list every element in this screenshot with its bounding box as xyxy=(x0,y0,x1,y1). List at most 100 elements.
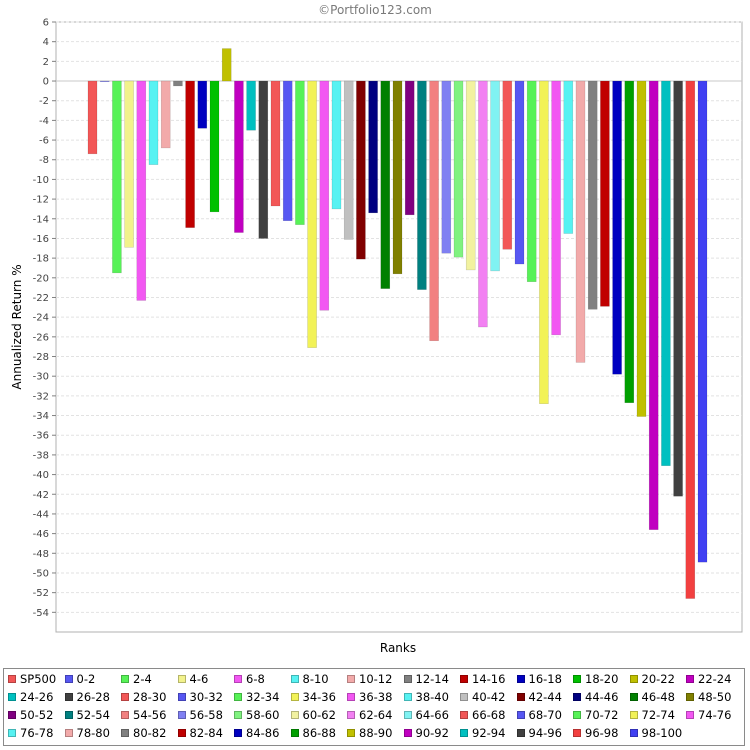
y-tick-label: -6 xyxy=(39,136,49,147)
legend-item: 42-44 xyxy=(516,688,562,706)
y-tick-label: -42 xyxy=(33,490,49,501)
bar-36-38 xyxy=(319,80,330,311)
legend-label: 54-56 xyxy=(133,708,167,722)
legend-label: 82-84 xyxy=(189,726,223,740)
legend-swatch xyxy=(686,711,694,719)
bar-42-44 xyxy=(356,80,366,260)
legend-label: 14-16 xyxy=(472,672,506,686)
legend-label: 24-26 xyxy=(20,690,54,704)
legend-item: 6-8 xyxy=(234,670,265,688)
bar-94-96 xyxy=(673,80,683,497)
y-tick-label: -2 xyxy=(39,96,49,107)
legend-item: 98-100 xyxy=(629,724,682,742)
legend-item: 32-34 xyxy=(234,688,279,706)
bar-62-64 xyxy=(478,80,488,328)
bar-34-36 xyxy=(307,80,317,348)
legend-swatch xyxy=(347,729,355,737)
bar-44-46 xyxy=(368,80,378,214)
legend-label: 10-12 xyxy=(359,672,393,686)
legend-label: 70-72 xyxy=(585,708,619,722)
legend-item: 82-84 xyxy=(177,724,223,742)
legend-swatch xyxy=(234,711,242,719)
legend-swatch xyxy=(460,693,468,701)
legend-swatch xyxy=(290,675,299,683)
legend-label: 68-70 xyxy=(528,708,562,722)
legend-swatch xyxy=(403,711,412,719)
bar-38-40 xyxy=(331,80,342,210)
legend-swatch xyxy=(460,711,468,719)
bar-86-88 xyxy=(624,80,635,404)
y-tick-label: 2 xyxy=(43,57,49,68)
legend-item: 64-66 xyxy=(403,706,449,724)
legend-swatch xyxy=(177,711,186,719)
y-axis: 6 4 2 0 -2 -4 -6 -8 -10 -12 -14 -16 -18 -20 -22 -24 -26 -… xyxy=(33,18,56,619)
legend-swatch xyxy=(177,729,186,737)
y-axis-label: Annualized Return % xyxy=(10,264,24,389)
legend-item: 14-16 xyxy=(460,670,505,688)
bar-12-14 xyxy=(173,80,183,87)
bar-72-74 xyxy=(539,80,549,404)
bar-76-78 xyxy=(563,80,574,234)
bar-20-22 xyxy=(221,48,232,82)
bar-92-94 xyxy=(661,80,671,466)
legend-label: 4-6 xyxy=(189,672,209,686)
bar-84-86 xyxy=(612,80,622,375)
legend-item: 16-18 xyxy=(516,670,562,688)
legend-item: 60-62 xyxy=(290,706,336,724)
bar-90-92 xyxy=(648,80,659,530)
legend-item: 36-38 xyxy=(347,688,392,706)
y-tick-label: -16 xyxy=(33,234,49,245)
legend-label: 46-48 xyxy=(641,690,675,704)
bar-60-62 xyxy=(465,80,476,271)
legend-label: 22-24 xyxy=(698,672,732,686)
y-tick-label: -24 xyxy=(33,313,49,324)
legend-item: 62-64 xyxy=(347,706,392,724)
bar-8-10 xyxy=(148,80,159,165)
legend-label: 12-14 xyxy=(415,672,449,686)
legend-swatch xyxy=(573,693,581,701)
legend-swatch xyxy=(629,675,638,683)
y-tick-label: -10 xyxy=(33,175,49,186)
legend-item: 74-76 xyxy=(686,706,731,724)
legend-swatch xyxy=(8,675,16,683)
legend-item: 40-42 xyxy=(460,688,505,706)
legend-item: 92-94 xyxy=(460,724,505,742)
legend-label: 18-20 xyxy=(585,672,619,686)
bar-82-84 xyxy=(600,80,610,307)
y-tick-label: 0 xyxy=(43,77,49,88)
legend-item: 24-26 xyxy=(8,688,53,706)
legend-item: 88-90 xyxy=(347,724,392,742)
legend-swatch xyxy=(516,729,525,737)
legend-swatch xyxy=(64,693,73,701)
legend-item: 20-22 xyxy=(629,670,675,688)
legend-item: 84-86 xyxy=(234,724,279,742)
legend-label: 26-28 xyxy=(76,690,110,704)
legend-item: 12-14 xyxy=(403,670,449,688)
legend-item: 52-54 xyxy=(64,706,110,724)
legend-swatch xyxy=(347,711,355,719)
legend-label: 78-80 xyxy=(76,726,110,740)
legend-item: 34-36 xyxy=(290,688,336,706)
legend-swatch xyxy=(290,693,299,701)
legend-label: 0-2 xyxy=(76,672,96,686)
legend-label: 74-76 xyxy=(698,708,732,722)
legend-label: 38-40 xyxy=(415,690,449,704)
legend-item: 48-50 xyxy=(686,688,731,706)
legend-swatch xyxy=(64,729,73,737)
legend-item: 80-82 xyxy=(121,724,166,742)
legend-item: 18-20 xyxy=(573,670,618,688)
legend-swatch xyxy=(121,711,129,719)
bar-2-4 xyxy=(112,80,122,274)
legend-label: 90-92 xyxy=(415,726,449,740)
bar-sp500 xyxy=(87,80,98,155)
legend-label: 60-62 xyxy=(302,708,336,722)
bar-26-28 xyxy=(258,80,269,239)
legend-item: 70-72 xyxy=(573,706,618,724)
y-tick-label: -22 xyxy=(33,293,49,304)
bar-52-54 xyxy=(417,80,427,290)
bar-70-72 xyxy=(526,80,537,282)
bar-66-68 xyxy=(502,80,513,250)
legend-item: 30-32 xyxy=(177,688,223,706)
y-tick-label: -12 xyxy=(33,195,49,206)
legend-swatch xyxy=(573,711,581,719)
